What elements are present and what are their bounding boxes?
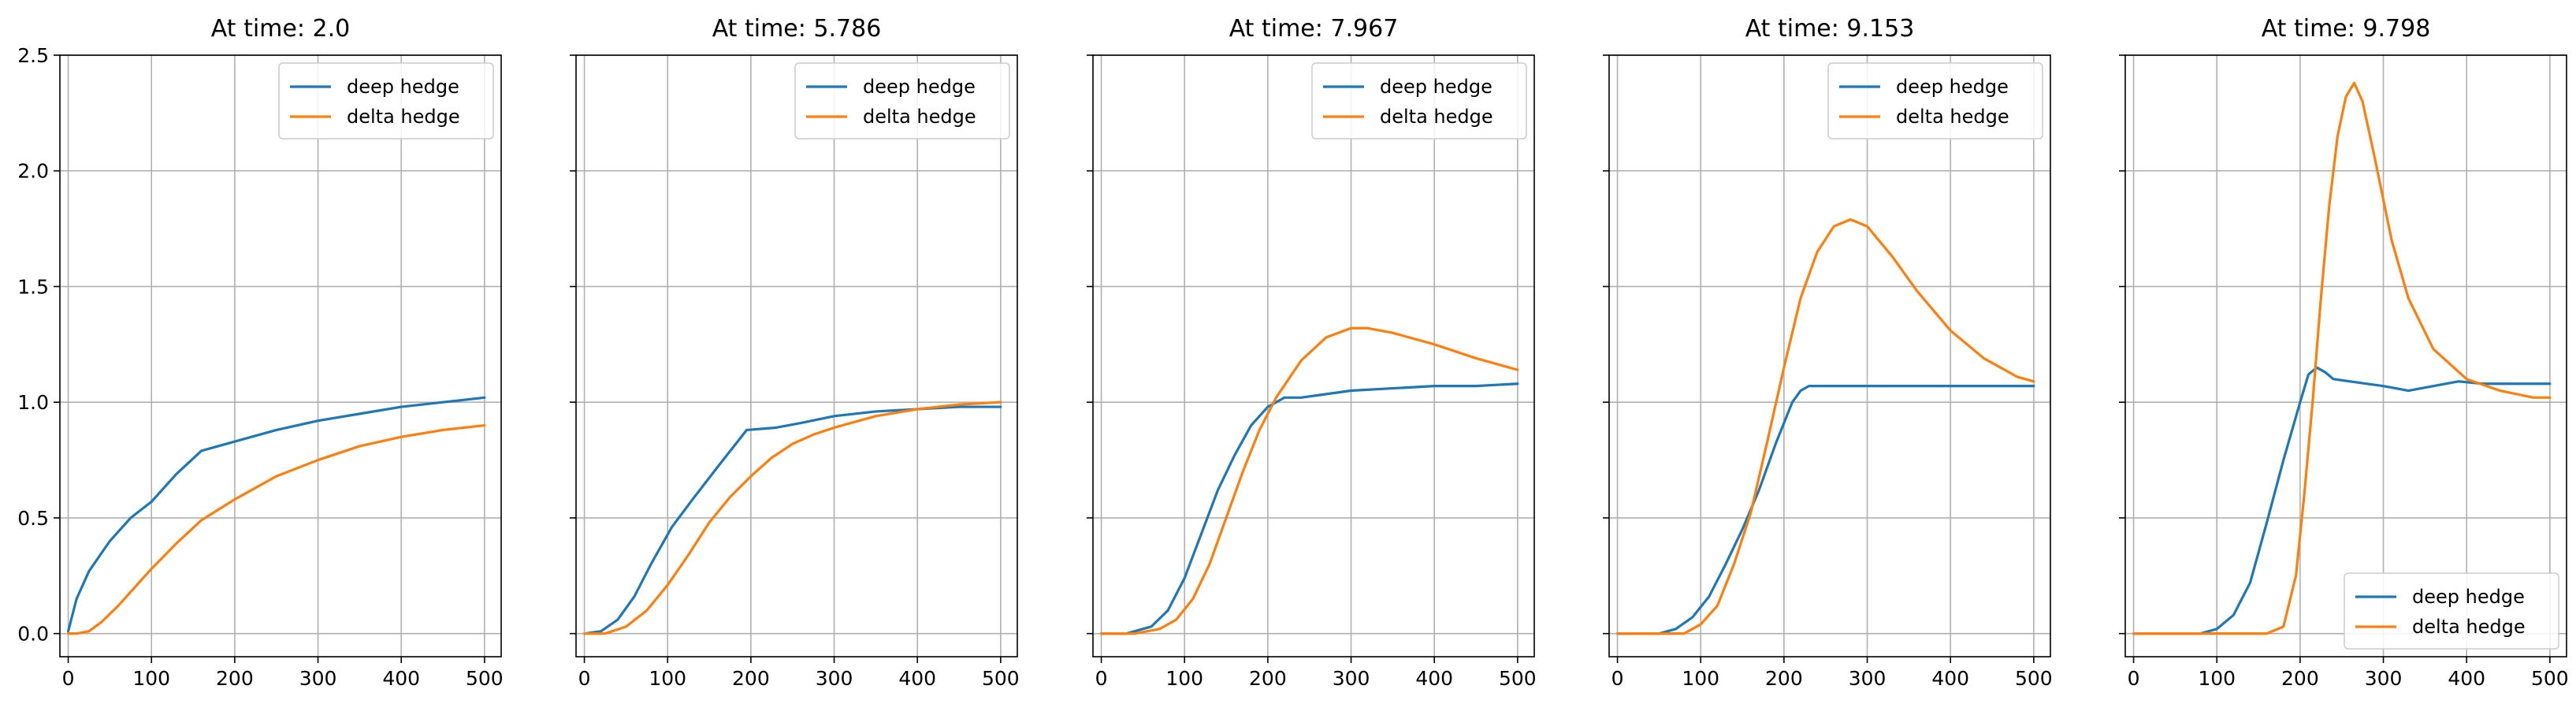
legend: deep hedge delta hedge xyxy=(1827,62,2043,140)
y-tick-label: 1.5 xyxy=(17,275,49,298)
series-line-delta-hedge xyxy=(2132,81,2552,635)
legend: deep hedge delta hedge xyxy=(794,62,1010,140)
x-tick-label: 400 xyxy=(898,667,936,690)
x-tick-label: 300 xyxy=(816,667,853,690)
chart-title: At time: 5.786 xyxy=(712,15,882,43)
x-tick-label: 500 xyxy=(466,667,504,690)
x-tick-label: 300 xyxy=(2365,667,2403,690)
x-tick-label: 200 xyxy=(1765,667,1803,690)
x-tick-label: 200 xyxy=(2281,667,2319,690)
x-tick-label: 200 xyxy=(216,667,254,690)
y-tick-label: 2.0 xyxy=(17,160,49,183)
y-tick-label: 2.5 xyxy=(17,44,49,67)
x-tick-label: 400 xyxy=(1415,667,1453,690)
legend: deep hedge delta hedge xyxy=(1311,62,1527,140)
x-tick-label: 400 xyxy=(1931,667,1969,690)
series-line-delta-hedge xyxy=(582,400,1002,635)
x-tick-label: 200 xyxy=(732,667,770,690)
series-line-delta-hedge xyxy=(66,423,486,635)
x-tick-label: 400 xyxy=(382,667,420,690)
x-tick-label: 300 xyxy=(299,667,337,690)
x-tick-label: 100 xyxy=(132,667,170,690)
chart-panel-4: 0 100 200 300 400 500 At time: 9.153 deep hedge… xyxy=(1603,15,2053,690)
legend-label: deep hedge xyxy=(1380,76,1492,98)
chart-title: At time: 9.798 xyxy=(2262,15,2431,43)
x-tick-label: 500 xyxy=(2015,667,2053,690)
x-tick-label: 400 xyxy=(2448,667,2485,690)
plot-frame xyxy=(2124,54,2567,658)
y-tick-label: 1.0 xyxy=(17,391,49,414)
x-tick-label: 300 xyxy=(1849,667,1886,690)
x-tick-label: 300 xyxy=(1333,667,1370,690)
legend: deep hedge delta hedge xyxy=(2344,572,2559,650)
legend-label: deep hedge xyxy=(1896,76,2009,98)
x-tick-label: 100 xyxy=(649,667,686,690)
legend-label: delta hedge xyxy=(1380,106,1493,128)
x-tick-label: 100 xyxy=(1165,667,1203,690)
x-tick-label: 100 xyxy=(2198,667,2236,690)
legend-box xyxy=(794,62,1010,140)
series-line-delta-hedge xyxy=(1099,326,1519,635)
chart-title: At time: 7.967 xyxy=(1229,15,1399,43)
legend-box xyxy=(1827,62,2043,140)
x-tick-label: 0 xyxy=(1095,667,1108,690)
legend-box xyxy=(278,62,494,140)
series-line-deep-hedge xyxy=(2132,366,2552,635)
x-tick-label: 0 xyxy=(62,667,75,690)
y-tick-label: 0.0 xyxy=(17,623,49,646)
x-tick-label: 500 xyxy=(1499,667,1537,690)
legend-label: delta hedge xyxy=(2412,616,2526,638)
chart-panel-3: 0 100 200 300 400 500 At time: 7.967 deep hedge… xyxy=(1087,15,1537,690)
legend-box xyxy=(2344,572,2559,650)
legend-label: deep hedge xyxy=(863,76,976,98)
legend-label: delta hedge xyxy=(347,106,460,128)
series-line-deep-hedge xyxy=(66,396,486,633)
legend: deep hedge delta hedge xyxy=(278,62,494,140)
series-line-deep-hedge xyxy=(1615,385,2035,635)
chart-title: At time: 2.0 xyxy=(211,15,350,43)
legend-label: deep hedge xyxy=(347,76,459,98)
x-tick-label: 100 xyxy=(1682,667,1719,690)
y-tick-label: 0.5 xyxy=(17,507,49,530)
x-tick-label: 0 xyxy=(2128,667,2140,690)
plot-frame xyxy=(575,54,1018,658)
plot-frame xyxy=(1092,54,1535,658)
x-tick-label: 500 xyxy=(982,667,1020,690)
x-tick-label: 0 xyxy=(1611,667,1624,690)
legend-label: delta hedge xyxy=(1896,106,2009,128)
series-line-deep-hedge xyxy=(1099,382,1519,635)
legend-label: delta hedge xyxy=(863,106,976,128)
plot-frame xyxy=(1608,54,2051,658)
legend-box xyxy=(1311,62,1527,140)
chart-panel-2: 0 100 200 300 400 500 At time: 5.786 deep hedge… xyxy=(570,15,1020,690)
legend-label: deep hedge xyxy=(2412,586,2525,608)
x-tick-label: 500 xyxy=(2531,667,2569,690)
x-tick-label: 200 xyxy=(1249,667,1287,690)
series-line-delta-hedge xyxy=(1615,218,2035,635)
x-tick-label: 0 xyxy=(578,667,591,690)
chart-panel-5: 0 100 200 300 400 500 At time: 9.798 deep hedge… xyxy=(2119,15,2569,690)
chart-panel-1: 0 100 200 300 400 500 0.0 0.5 1.0 1.5 2.0 2.5 At tim… xyxy=(17,15,503,690)
chart-title: At time: 9.153 xyxy=(1745,15,1915,43)
plot-frame xyxy=(59,54,502,658)
series-line-deep-hedge xyxy=(582,405,1002,635)
